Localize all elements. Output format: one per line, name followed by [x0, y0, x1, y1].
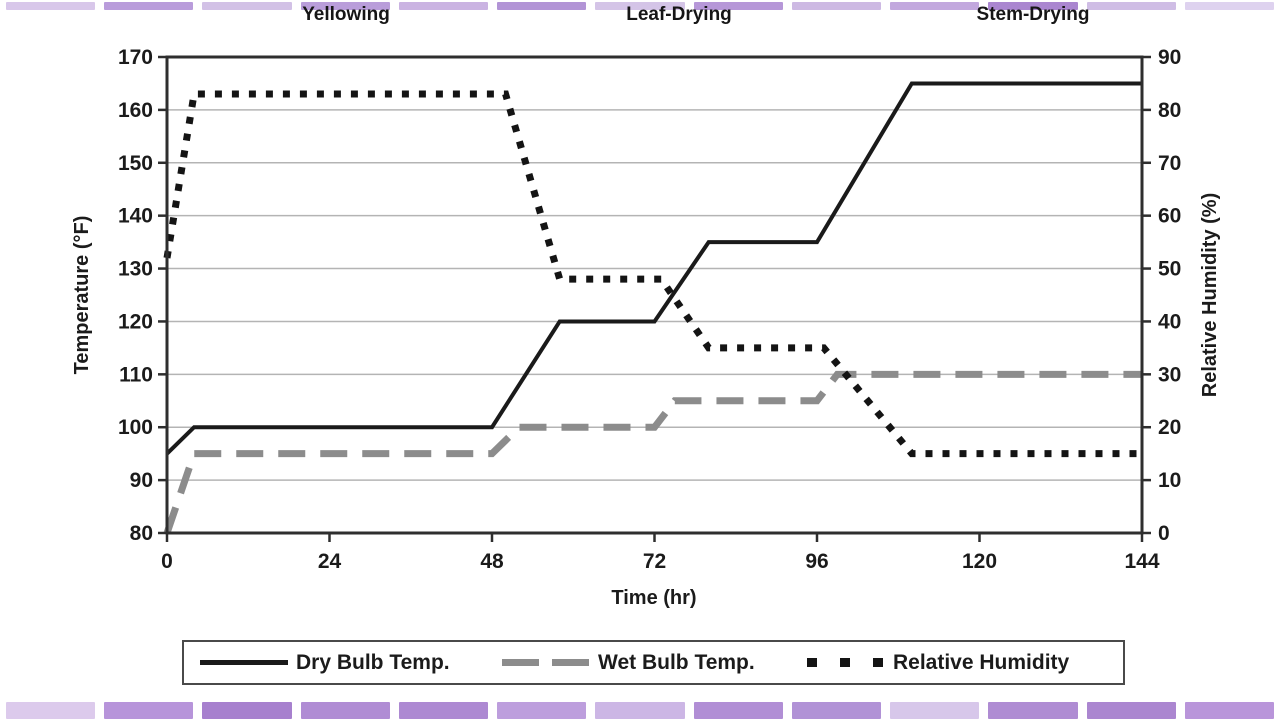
y-left-tick-label: 160	[118, 99, 153, 122]
legend: Dry Bulb Temp. Wet Bulb Temp. Relative H…	[182, 640, 1125, 685]
y-left-tick-label: 80	[130, 522, 153, 545]
y-left-tick-label: 120	[118, 310, 153, 333]
y-right-tick-label: 70	[1158, 152, 1181, 175]
decor-bar-top	[0, 2, 1280, 10]
tick-labels-group: 1701601501401301201101009080908070605040…	[118, 46, 1181, 573]
phase-label-leaf-drying: Leaf-Drying	[626, 4, 732, 25]
decor-segment	[791, 2, 882, 10]
decor-segment	[890, 2, 980, 10]
y-right-tick-label: 40	[1158, 310, 1181, 333]
decor-bar-bottom	[0, 702, 1280, 719]
decor-segment	[693, 702, 783, 719]
phase-label-yellowing: Yellowing	[302, 4, 390, 25]
decor-segment	[595, 702, 685, 719]
decor-segment	[104, 702, 194, 719]
plot-border	[165, 55, 1144, 535]
wet-bulb-line-swatch	[502, 659, 590, 666]
decor-segment	[988, 2, 1078, 10]
y-right-tick-label: 80	[1158, 99, 1181, 122]
decor-segment	[791, 702, 882, 719]
series-line-dashed	[163, 370, 1142, 535]
decor-segment	[398, 2, 489, 10]
decor-segment	[6, 702, 96, 719]
decor-segment	[104, 2, 194, 10]
dry-bulb-line-swatch	[200, 660, 288, 665]
decor-segment	[693, 2, 783, 10]
decor-segment	[6, 2, 96, 10]
decor-segment	[890, 702, 980, 719]
y-right-tick-label: 50	[1158, 258, 1181, 281]
legend-label-wet-bulb: Wet Bulb Temp.	[598, 650, 755, 674]
legend-label-relative-humidity: Relative Humidity	[893, 650, 1070, 674]
legend-item-dry-bulb: Dry Bulb Temp.	[200, 642, 450, 683]
y-left-tick-label: 140	[118, 205, 153, 228]
decor-segment	[1086, 2, 1176, 10]
y-right-axis-title: Relative Humidity (%)	[1199, 193, 1221, 397]
y-right-tick-label: 90	[1158, 46, 1181, 69]
decor-segment	[988, 702, 1078, 719]
x-tick-label: 120	[962, 550, 997, 573]
y-right-tick-label: 20	[1158, 416, 1181, 439]
phase-label-stem-drying: Stem-Drying	[976, 4, 1090, 25]
y-right-tick-label: 60	[1158, 205, 1181, 228]
y-left-tick-label: 150	[118, 152, 153, 175]
y-left-axis-title: Temperature (°F)	[71, 216, 93, 375]
legend-item-wet-bulb: Wet Bulb Temp.	[502, 642, 755, 683]
y-left-tick-label: 90	[130, 469, 153, 492]
decor-segment	[595, 2, 685, 10]
x-tick-label: 24	[318, 550, 342, 573]
decor-segment	[300, 2, 390, 10]
series-line-solid	[165, 81, 1142, 456]
y-right-tick-label: 30	[1158, 363, 1181, 386]
decor-segment	[202, 702, 292, 719]
y-left-tick-label: 110	[119, 363, 153, 386]
decor-segment	[1184, 2, 1275, 10]
y-left-tick-label: 130	[118, 258, 153, 281]
y-left-tick-label: 100	[118, 416, 153, 439]
x-tick-label: 0	[161, 550, 173, 573]
decor-segment	[202, 2, 292, 10]
decor-segment	[398, 702, 489, 719]
y-right-tick-label: 10	[1158, 469, 1181, 492]
y-right-tick-label: 0	[1158, 522, 1170, 545]
legend-label-dry-bulb: Dry Bulb Temp.	[296, 650, 450, 674]
decor-segment	[497, 2, 587, 10]
relative-humidity-line-swatch	[807, 658, 885, 667]
legend-item-relative-humidity: Relative Humidity	[807, 642, 1069, 683]
x-tick-label: 96	[805, 550, 828, 573]
decor-segment	[300, 702, 390, 719]
y-left-tick-label: 170	[118, 46, 153, 69]
x-tick-label: 48	[480, 550, 504, 573]
x-tick-label: 72	[643, 550, 666, 573]
decor-segment	[1184, 702, 1275, 719]
x-tick-label: 144	[1124, 550, 1159, 573]
series-line-dotted	[163, 90, 1142, 458]
decor-segment	[1086, 702, 1176, 719]
x-axis-title: Time (hr)	[611, 587, 696, 609]
series-group	[163, 81, 1142, 535]
decor-segment	[497, 702, 587, 719]
axes-group	[158, 55, 1151, 542]
